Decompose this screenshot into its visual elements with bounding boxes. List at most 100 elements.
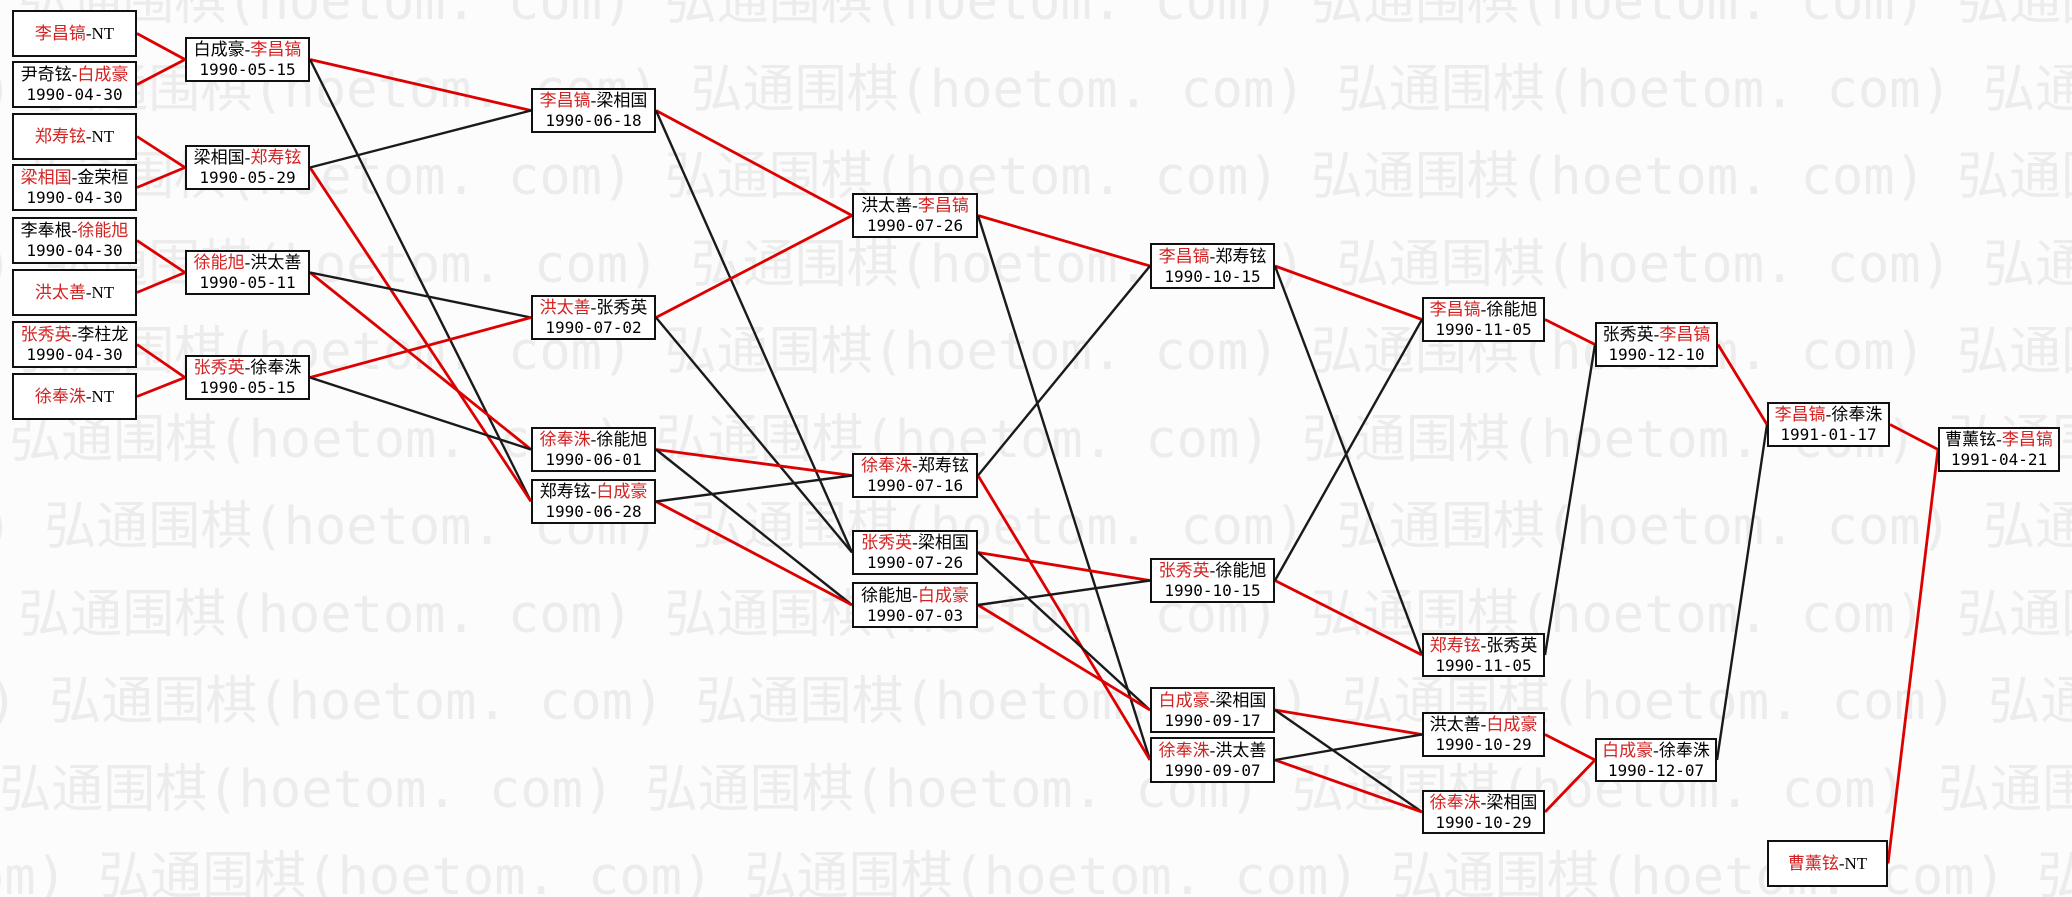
match-date: 1990-09-17 [1164, 710, 1261, 730]
match-date: 1990-04-30 [26, 345, 123, 364]
players-dash: - [1825, 405, 1832, 424]
winner-path-line [1543, 759, 1597, 813]
match-players: 徐奉洙-郑寿铉 [861, 456, 969, 476]
match-date: 1990-06-18 [545, 111, 642, 130]
player-name-2: 徐奉洙 [1831, 405, 1883, 424]
match-box-r4b4: 徐能旭-白成豪 1990-07-03 [852, 582, 978, 628]
player-name-2: 徐能旭 [77, 221, 129, 240]
match-date: 1990-10-15 [1164, 581, 1261, 600]
player-name-2: 梁相国 [917, 533, 969, 552]
player-name-1: 李昌镐 [1158, 246, 1210, 266]
player-name-1: 郑寿铉 [1429, 635, 1481, 655]
player-name-1: 白成豪 [193, 40, 245, 59]
winner-path-line [136, 376, 186, 398]
loser-path-line [1273, 318, 1424, 582]
match-date: 1990-10-15 [1164, 266, 1261, 286]
match-players: 郑寿铉-白成豪 [540, 482, 648, 502]
winner-path-line [136, 271, 186, 294]
winner-path-line [1889, 423, 1939, 451]
winner-path-line [655, 109, 853, 217]
match-box-r4b1: 洪太善-李昌镐 1990-07-26 [852, 193, 978, 238]
players-dash: - [590, 298, 597, 317]
player-name-1: 徐能旭 [861, 585, 913, 605]
player-name-2: NT [1844, 853, 1868, 873]
match-date: 1990-05-15 [199, 378, 296, 397]
player-name-2: 郑寿铉 [250, 148, 302, 167]
loser-path-line [309, 376, 532, 451]
players-dash: - [1209, 246, 1216, 266]
player-name-1: 郑寿铉 [34, 126, 86, 146]
player-name-2: 梁相国 [1215, 690, 1267, 710]
players-dash: - [912, 585, 918, 605]
loser-path-line [977, 265, 1151, 477]
match-date: 1990-09-07 [1164, 760, 1261, 780]
match-box-r3b3: 徐奉洙-徐能旭 1990-06-01 [531, 427, 656, 472]
match-players: 徐奉洙-NT [35, 387, 114, 407]
match-box-r3b2: 洪太善-张秀英 1990-07-02 [531, 295, 656, 340]
winner-path-line [655, 448, 853, 477]
loser-path-line [308, 58, 533, 503]
match-box-r7b2: 白成豪-徐奉洙 1990-12-07 [1595, 738, 1717, 782]
player-name-2: 张秀英 [596, 298, 648, 317]
match-box-r7b1: 张秀英-李昌镐 1990-12-10 [1595, 322, 1718, 367]
winner-path-line [136, 58, 186, 86]
match-box-r5b3: 白成豪-梁相国 1990-09-17 [1150, 687, 1275, 733]
players-dash: - [1653, 740, 1659, 760]
match-box-r1b7: 张秀英-李柱龙 1990-04-30 [12, 321, 137, 368]
player-name-2: 李昌镐 [2001, 430, 2053, 449]
match-box-r1b6: 洪太善-NT [12, 269, 137, 316]
player-name-1: 李奉根 [20, 221, 72, 240]
player-name-1: 徐奉洙 [539, 430, 591, 449]
match-players: 徐奉洙-徐能旭 [540, 430, 648, 450]
match-players: 张秀英-徐能旭 [1159, 561, 1267, 581]
winner-path-line [1274, 264, 1423, 321]
winner-path-line [977, 551, 1151, 582]
match-box-r6b1: 李昌镐-徐能旭 1990-11-05 [1422, 297, 1545, 342]
match-date: 1990-07-02 [545, 318, 642, 337]
match-players: 李昌镐-梁相国 [540, 91, 648, 111]
player-name-1: 张秀英 [1158, 561, 1210, 580]
players-dash: - [590, 482, 597, 501]
match-date: 1990-06-01 [545, 450, 642, 469]
player-name-1: 洪太善 [861, 196, 913, 215]
loser-path-line [1274, 733, 1423, 762]
match-date: 1990-06-28 [545, 502, 642, 521]
match-players: 张秀英-梁相国 [861, 533, 969, 553]
players-dash: - [912, 196, 918, 215]
player-name-1: 白成豪 [1602, 740, 1654, 760]
player-name-1: 徐能旭 [193, 253, 245, 272]
player-name-2: 李昌镐 [1659, 325, 1711, 344]
match-date: 1990-11-05 [1435, 655, 1532, 675]
player-name-1: 李昌镐 [539, 91, 591, 110]
match-players: 洪太善-白成豪 [1430, 715, 1538, 735]
winner-path-line [1544, 318, 1596, 346]
winner-path-line [1274, 758, 1423, 814]
player-name-2: 白成豪 [1486, 715, 1538, 734]
winner-path-line [1544, 733, 1596, 762]
player-name-1: 郑寿铉 [539, 482, 591, 501]
match-date: 1990-04-30 [26, 188, 123, 207]
match-date: 1991-01-17 [1780, 425, 1877, 444]
player-name-2: 徐能旭 [1486, 300, 1538, 319]
match-date: 1990-07-03 [866, 605, 964, 625]
match-box-r1b2: 尹奇铉-白成豪 1990-04-30 [12, 61, 137, 108]
players-dash: - [85, 386, 92, 406]
match-players: 张秀英-徐奉洙 [194, 358, 302, 378]
winner-path-line [1716, 343, 1769, 426]
player-name-1: 白成豪 [1158, 690, 1210, 710]
player-name-2: 郑寿铉 [1215, 246, 1267, 266]
players-dash: - [1480, 300, 1487, 319]
winner-path-line [309, 316, 532, 379]
players-dash: - [1209, 740, 1216, 760]
winner-path-line [1274, 708, 1423, 736]
match-box-r1b3: 郑寿铉-NT [12, 113, 137, 160]
player-name-2: NT [91, 386, 115, 406]
match-date: 1990-12-07 [1607, 760, 1705, 780]
match-date: 1991-04-21 [1950, 450, 2048, 469]
match-players: 李昌镐-徐奉洙 [1775, 405, 1883, 425]
players-dash: - [1653, 325, 1660, 344]
match-date: 1990-10-29 [1435, 812, 1532, 832]
winner-path-line [1886, 449, 1940, 864]
winner-path-line [655, 500, 853, 607]
